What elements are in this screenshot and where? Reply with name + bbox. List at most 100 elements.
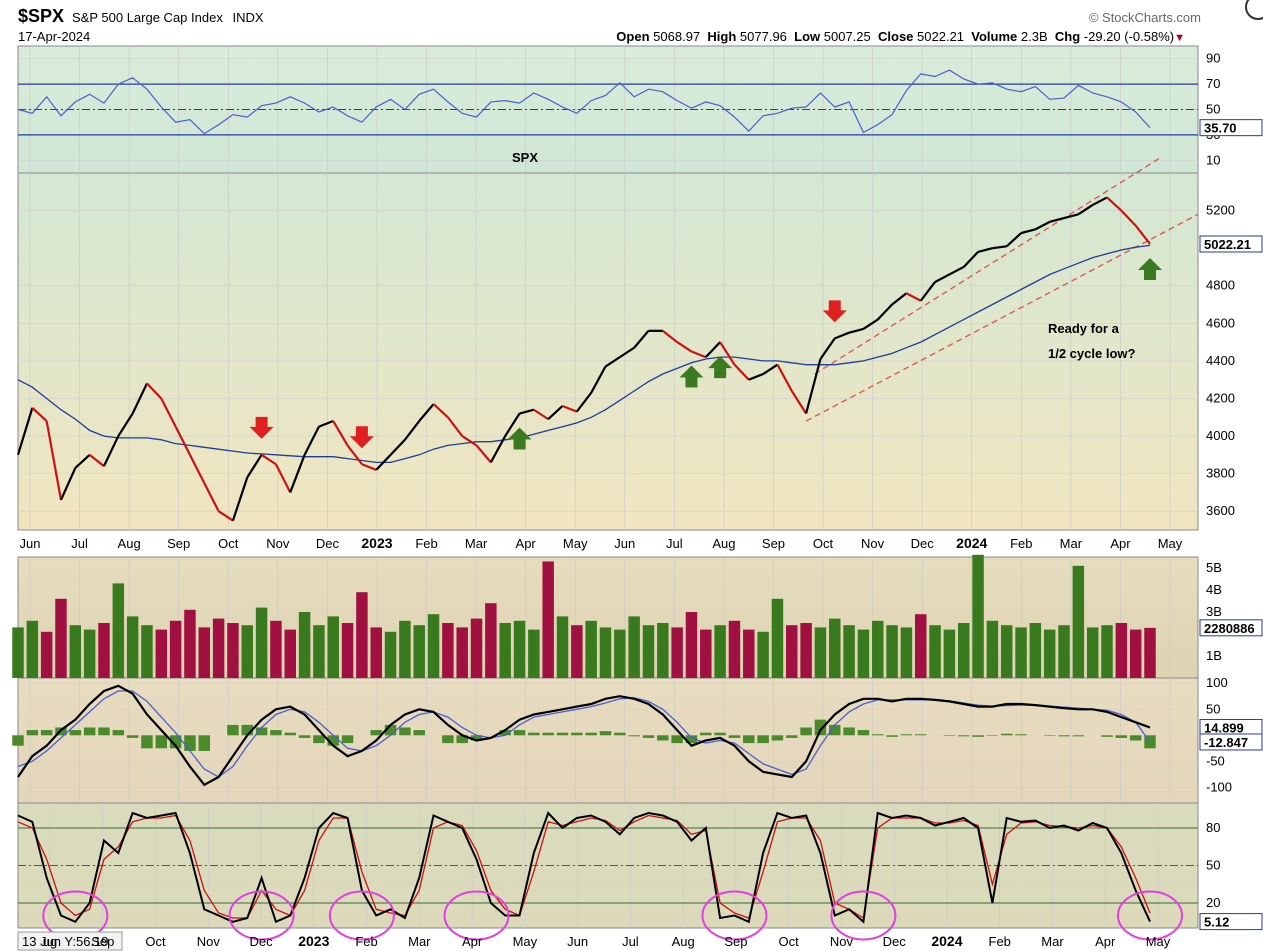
volume-bar: [212, 618, 225, 678]
chart-header: $SPX S&P 500 Large Cap Index INDX © Stoc…: [0, 0, 1263, 46]
volume-bar: [1000, 625, 1013, 678]
volume-bar: [886, 625, 898, 678]
stochastic-panel: 80 50 20 5.12 13 Jun Y:56.19: [17, 811, 1263, 951]
rsi-panel: 907050301035.70: [17, 51, 1263, 167]
volume-bar: [141, 625, 153, 678]
macd-histogram-bar: [327, 735, 339, 746]
price-segment: [633, 330, 650, 349]
price-tick-label: 4400: [1206, 353, 1235, 368]
x-tick-label-top: Jun: [614, 536, 635, 551]
low-label: Low: [794, 29, 821, 44]
price-segment: [303, 426, 320, 456]
price-segment: [992, 245, 1007, 250]
macd-histogram-bar: [986, 735, 999, 736]
price-segment: [361, 463, 377, 471]
x-tick-label-top: 2023: [361, 535, 392, 551]
macd-histogram-bar: [298, 735, 311, 738]
brand-logo[interactable]: © StockCharts.com: [1088, 10, 1201, 25]
oversold-circle: [228, 890, 295, 941]
volume-bar: [169, 620, 182, 678]
volume-bar: [1015, 627, 1027, 678]
x-tick-label-top: 2024: [956, 535, 987, 551]
stochastic-last-value: 5.12: [1204, 915, 1229, 930]
x-tick-label-bottom: Oct: [145, 934, 166, 949]
macd-histogram-bar: [384, 724, 397, 736]
x-tick-label-bottom: Feb: [355, 934, 377, 949]
volume-bar: [957, 623, 970, 678]
price-segment: [977, 247, 993, 253]
price-background: [17, 172, 1199, 531]
macd-histogram-bar: [341, 735, 354, 744]
price-segment: [45, 420, 63, 501]
x-tick-label-top: Oct: [218, 536, 239, 551]
x-tick-label-bottom: Dec: [249, 934, 273, 949]
stochastic-tick-label: 20: [1206, 895, 1220, 910]
chg-label: Chg: [1054, 29, 1081, 44]
volume-bar: [456, 627, 468, 678]
x-tick-label-bottom: Jun: [567, 934, 588, 949]
volume-label: Volume: [971, 29, 1018, 44]
volume-bar: [657, 623, 669, 678]
price-segment: [404, 420, 421, 441]
price-segment: [619, 346, 635, 359]
price-segment: [1120, 209, 1137, 227]
price-segment: [1106, 196, 1123, 212]
red-down-arrow-icon: [822, 300, 847, 323]
price-segment: [1063, 213, 1079, 220]
macd-histogram-bar: [241, 724, 253, 736]
volume-bar: [571, 625, 583, 678]
price-segment: [876, 303, 893, 321]
price-segment: [59, 467, 77, 501]
macd-histogram-bar: [957, 735, 970, 737]
macd-histogram-bar: [1058, 735, 1070, 737]
x-tick-label-top: Apr: [516, 536, 537, 551]
price-segment: [547, 405, 564, 420]
macd-histogram-bar: [370, 730, 382, 736]
price-segment: [604, 356, 621, 368]
macd-histogram-bar: [270, 730, 282, 736]
stochastic-last-value-box: [1199, 913, 1263, 931]
volume-bar: [1101, 625, 1113, 678]
x-tick-label-bottom: Nov: [197, 934, 221, 949]
macd-histogram-bar: [542, 732, 554, 736]
x-tick-label-top: Oct: [813, 536, 834, 551]
price-segment: [418, 403, 435, 422]
macd-histogram-bar: [112, 730, 125, 736]
symbol[interactable]: $SPX: [18, 6, 65, 26]
macd-histogram-bar: [456, 735, 468, 744]
macd-tick-label: -100: [1206, 779, 1232, 794]
price-segment: [102, 435, 120, 467]
volume-bar: [743, 629, 755, 678]
price-segment: [31, 407, 48, 422]
price-segment: [1077, 204, 1094, 216]
macd-histogram-bar: [829, 724, 841, 736]
high-label: High: [707, 29, 737, 44]
volume-bar: [1086, 627, 1099, 678]
high-value: 5077.96: [739, 29, 787, 44]
volume-bar: [413, 625, 425, 678]
price-segment: [676, 341, 693, 353]
price-segment: [461, 435, 478, 447]
macd-tick-label: -50: [1206, 753, 1225, 768]
price-segment: [905, 292, 922, 302]
x-tick-label-top: May: [563, 536, 588, 551]
x-tick-label-top: Jun: [20, 536, 41, 551]
x-tick-label-top: Sep: [762, 536, 785, 551]
open-label: Open: [616, 29, 650, 44]
rsi-tick-label: 90: [1206, 51, 1220, 66]
price-segment: [16, 407, 34, 456]
macd-histogram-bar: [614, 732, 626, 736]
price-segment: [834, 331, 850, 340]
volume-bar: [585, 620, 597, 678]
macd-histogram-bar: [843, 727, 855, 736]
macd-histogram-bar: [757, 735, 769, 744]
macd-histogram-bar: [1129, 735, 1142, 741]
volume-bar: [313, 625, 325, 678]
macd-tick-label: 100: [1206, 675, 1228, 690]
green-up-arrow-icon: [679, 365, 704, 388]
price-segment: [389, 439, 406, 456]
macd-histogram-bar: [571, 732, 583, 736]
price-segment: [146, 382, 163, 400]
macd-histogram-bar: [40, 730, 53, 736]
close-icon[interactable]: [1245, 0, 1263, 20]
